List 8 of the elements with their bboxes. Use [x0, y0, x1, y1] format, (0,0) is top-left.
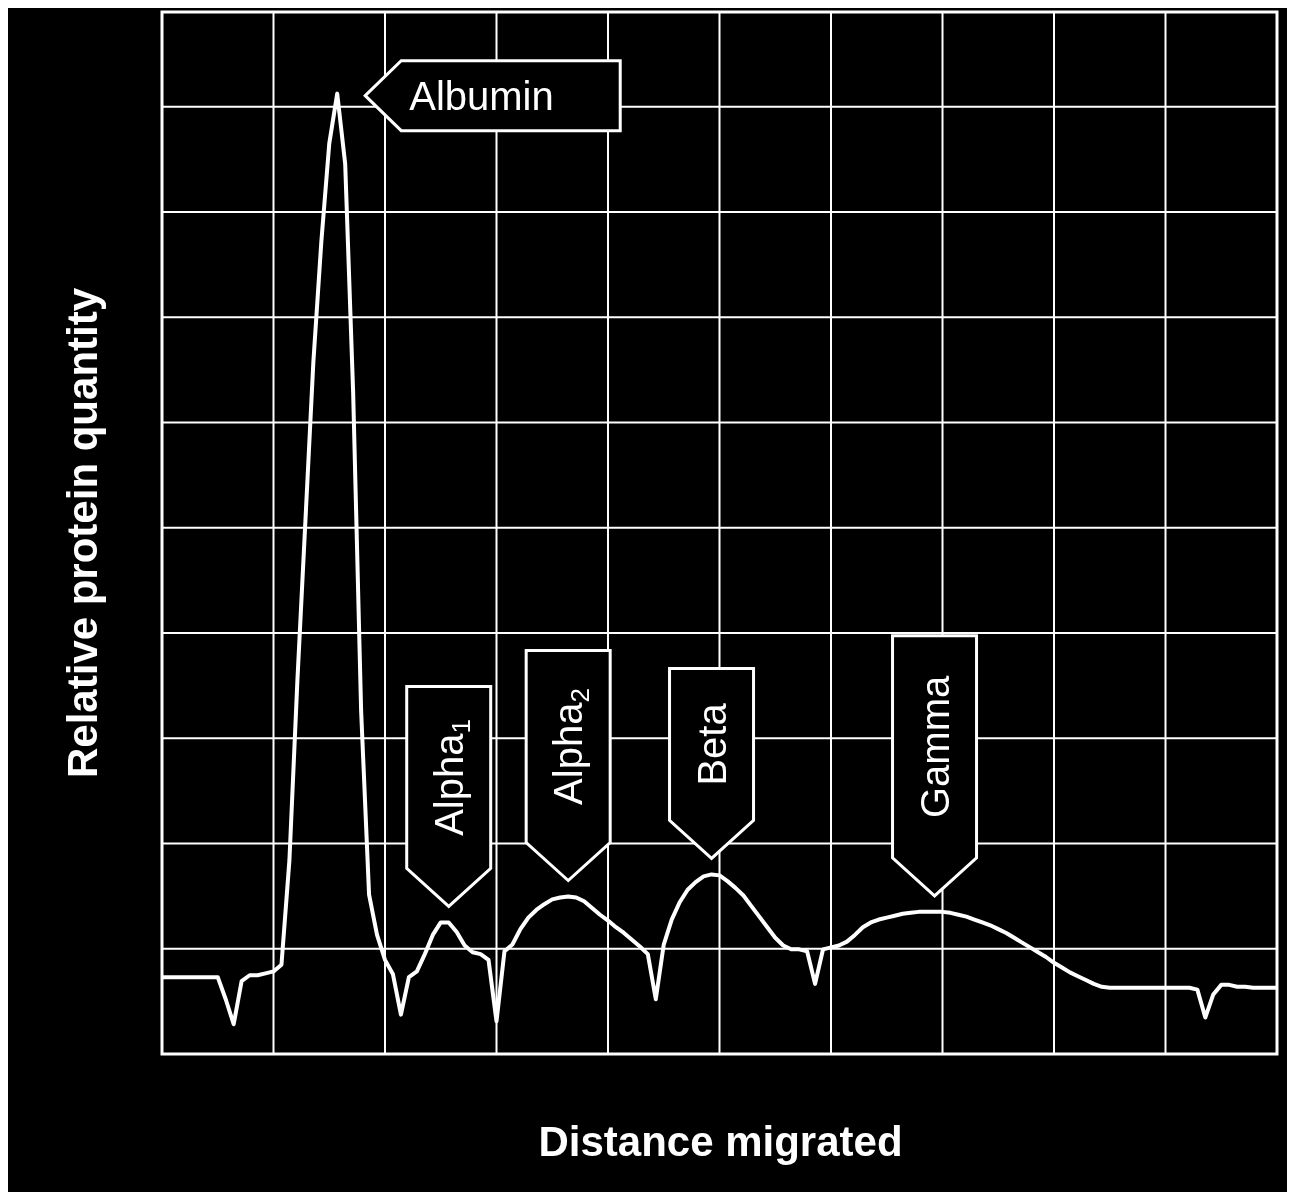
- callout-arrow: Albumin: [363, 59, 622, 133]
- callout-arrow: Gamma: [891, 634, 979, 898]
- callout-arrow: Beta: [668, 666, 756, 861]
- annotation: Albumin: [409, 73, 554, 118]
- x-axis-title: Distance migrated: [537, 1118, 904, 1166]
- annotation: Gamma: [912, 674, 957, 818]
- annotation: Beta: [689, 702, 734, 786]
- y-axis-title: Relative protein quantity: [59, 287, 107, 779]
